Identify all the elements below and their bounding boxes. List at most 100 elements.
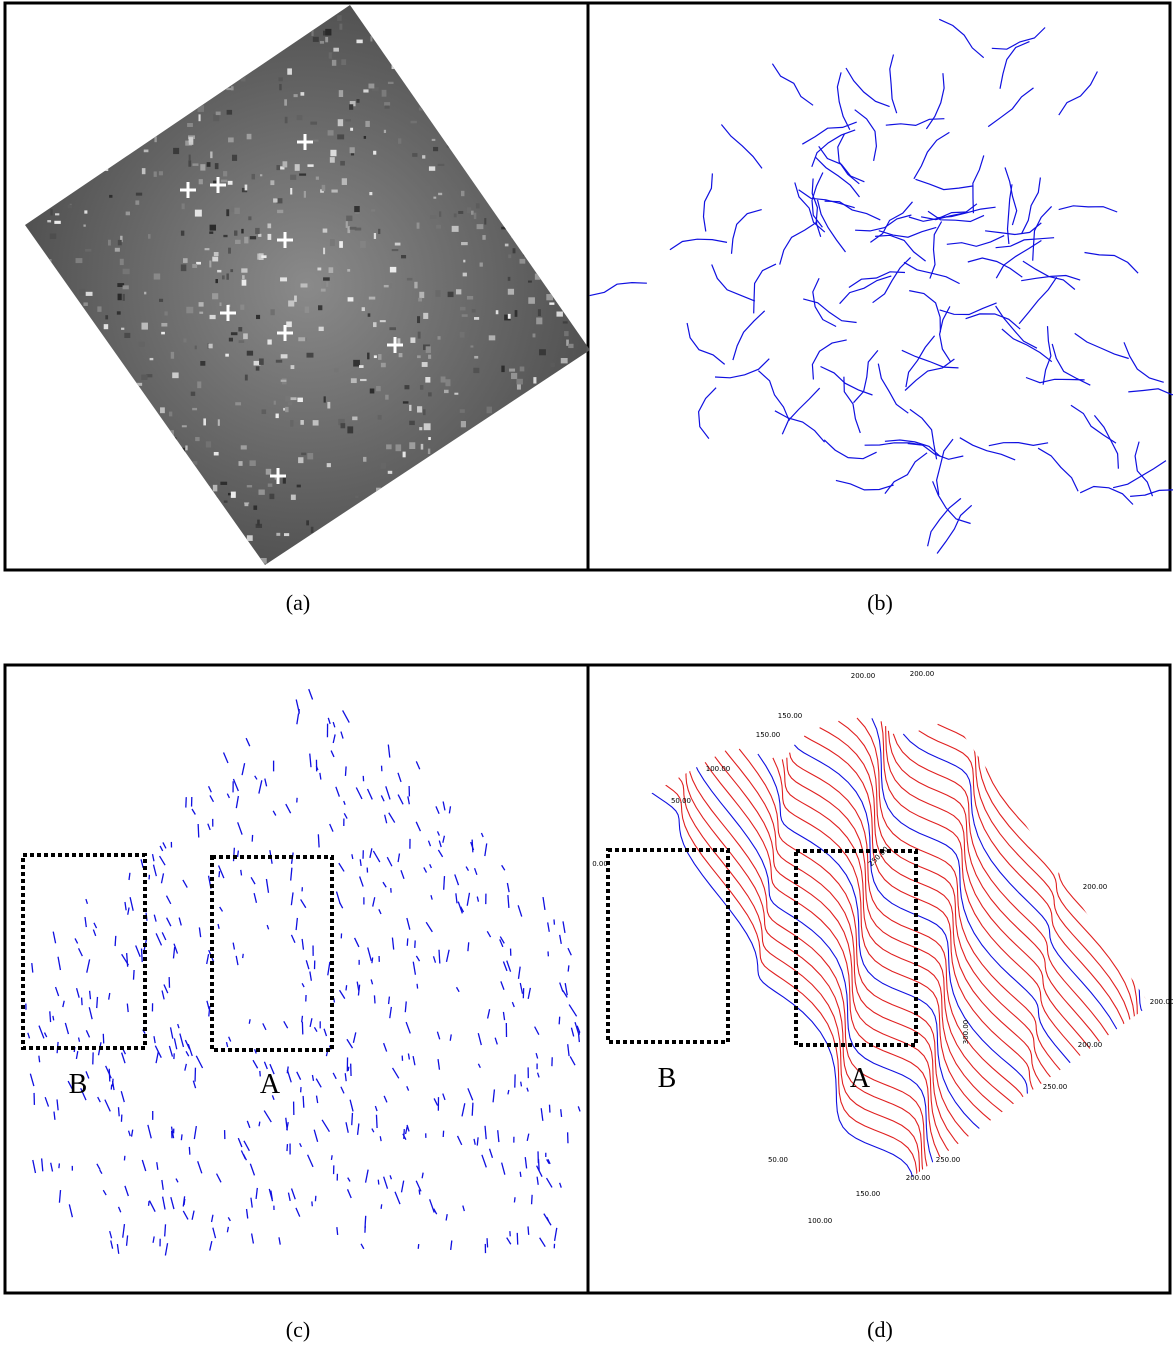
texture-dot xyxy=(135,200,139,204)
texture-dot xyxy=(111,92,115,96)
contour xyxy=(720,745,1016,1220)
texture-dot xyxy=(397,338,400,343)
texture-dot xyxy=(504,147,509,154)
texture-dot xyxy=(324,396,326,402)
edge-segment xyxy=(165,1224,166,1236)
texture-dot xyxy=(347,426,353,433)
edge-segment xyxy=(521,1082,522,1087)
edge-segment xyxy=(234,848,235,861)
texture-dot xyxy=(63,88,69,92)
texture-dot xyxy=(513,122,516,129)
edge-segment xyxy=(79,1037,80,1041)
texture-dot xyxy=(508,254,511,258)
texture-dot xyxy=(425,28,428,32)
texture-dot xyxy=(330,157,335,163)
edge-segment xyxy=(160,846,163,851)
road xyxy=(819,146,865,182)
edge-segment xyxy=(306,960,309,969)
texture-dot xyxy=(470,480,474,486)
edge-segment xyxy=(188,1044,192,1056)
texture-dot xyxy=(75,400,80,406)
edge-segment xyxy=(346,1122,348,1132)
texture-dot xyxy=(501,366,504,373)
texture-dot xyxy=(91,33,96,39)
texture-dot xyxy=(47,112,53,118)
texture-dot xyxy=(290,420,293,427)
edge-segment xyxy=(218,924,219,929)
texture-dot xyxy=(550,363,555,367)
road xyxy=(940,306,951,361)
texture-dot xyxy=(500,418,503,423)
edge-segment xyxy=(194,1126,196,1139)
texture-dot xyxy=(403,452,406,458)
texture-dot xyxy=(252,174,256,179)
edge-segment xyxy=(507,883,509,892)
texture-dot xyxy=(78,128,80,132)
texture-dot xyxy=(323,248,325,255)
texture-dot xyxy=(75,563,77,568)
edge-segment xyxy=(247,1209,248,1218)
edge-segment xyxy=(178,1024,179,1028)
edge-segment xyxy=(238,851,239,857)
texture-dot xyxy=(192,264,197,268)
texture-dot xyxy=(454,66,460,70)
texture-dot xyxy=(414,282,417,289)
texture-dot xyxy=(409,442,415,449)
texture-dot xyxy=(534,534,536,539)
edge-segment xyxy=(372,1129,374,1133)
edge-segment xyxy=(416,761,419,769)
texture-dot xyxy=(187,123,193,127)
texture-dot xyxy=(239,340,245,343)
texture-dot xyxy=(579,37,586,41)
texture-dot xyxy=(114,361,117,363)
edge-segment xyxy=(238,1138,242,1147)
texture-dot xyxy=(573,132,579,134)
texture-dot xyxy=(325,37,328,42)
road xyxy=(996,241,1041,279)
texture-dot xyxy=(569,142,571,148)
texture-dot xyxy=(520,367,525,372)
texture-dot xyxy=(93,48,96,50)
texture-dot xyxy=(419,427,422,430)
texture-dot xyxy=(78,403,85,406)
texture-dot xyxy=(208,238,214,242)
texture-dot xyxy=(161,332,165,335)
texture-dot xyxy=(471,211,474,215)
edge-segment xyxy=(361,1244,364,1249)
texture-dot xyxy=(478,551,482,555)
texture-dot xyxy=(241,445,247,449)
texture-dot xyxy=(561,502,565,508)
texture-dot xyxy=(80,438,86,443)
texture-dot xyxy=(144,150,149,153)
texture-dot xyxy=(283,478,286,484)
road xyxy=(590,283,647,296)
texture-dot xyxy=(428,437,431,440)
texture-dot xyxy=(484,103,489,106)
texture-dot xyxy=(433,147,438,151)
edge-segment xyxy=(45,1097,48,1106)
texture-dot xyxy=(247,351,253,356)
edge-segment xyxy=(560,1183,562,1188)
contour-label: 200.00 xyxy=(910,670,935,678)
edge-segment xyxy=(443,836,445,843)
edge-segment xyxy=(266,879,268,893)
edge-segment xyxy=(430,864,432,868)
edge-segment xyxy=(210,795,214,801)
texture-dot xyxy=(467,13,471,16)
texture-dot xyxy=(228,9,234,16)
contour-label: 150.00 xyxy=(778,712,803,720)
edge-segment xyxy=(520,1172,521,1177)
texture-dot xyxy=(337,15,342,21)
edge-segment xyxy=(386,786,390,799)
texture-dot xyxy=(35,251,39,256)
texture-dot xyxy=(124,333,130,338)
edge-segment xyxy=(370,848,372,858)
texture-dot xyxy=(129,511,132,515)
texture-dot xyxy=(122,451,128,457)
texture-dot xyxy=(185,518,189,523)
texture-dot xyxy=(285,407,288,412)
texture-dot xyxy=(362,542,367,547)
texture-dot xyxy=(42,472,48,479)
texture-dot xyxy=(183,58,190,60)
texture-dot xyxy=(286,321,292,327)
